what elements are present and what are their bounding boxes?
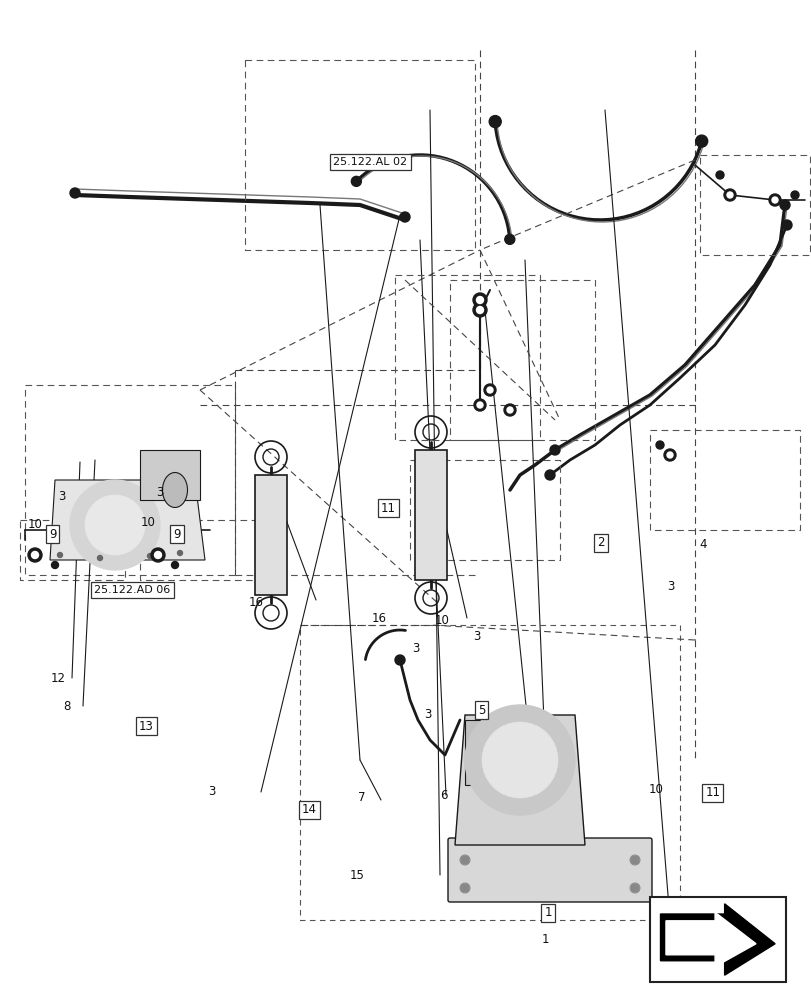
Circle shape [504,234,514,244]
Circle shape [154,552,161,558]
Text: 16: 16 [371,611,386,624]
Circle shape [151,548,165,562]
Text: 9: 9 [49,528,57,540]
Text: 5: 5 [477,704,485,716]
Text: 25.122.AL 02: 25.122.AL 02 [333,157,407,167]
Circle shape [148,554,152,558]
Circle shape [483,384,496,396]
Circle shape [768,194,780,206]
Circle shape [487,387,492,393]
Text: 10: 10 [141,516,156,528]
Circle shape [461,856,469,864]
Text: 1: 1 [543,906,551,919]
Text: 2: 2 [596,536,604,550]
Circle shape [461,884,469,892]
Circle shape [549,445,560,455]
Text: 3: 3 [666,580,674,593]
Circle shape [488,116,500,128]
Circle shape [655,441,663,449]
Text: 12: 12 [51,672,66,684]
Text: 4: 4 [698,538,706,552]
Text: 10: 10 [28,518,42,530]
Text: 13: 13 [139,720,153,732]
Circle shape [171,562,178,568]
Circle shape [482,722,557,798]
Circle shape [726,192,732,198]
Circle shape [97,556,102,560]
Circle shape [663,449,676,461]
Circle shape [790,191,798,199]
Circle shape [771,197,777,203]
Text: 3: 3 [208,785,216,798]
Circle shape [476,296,483,304]
Polygon shape [659,904,775,975]
Text: 3: 3 [472,630,480,643]
FancyBboxPatch shape [448,838,651,902]
Text: 14: 14 [302,803,316,816]
Text: 7: 7 [358,791,366,804]
Bar [139,450,200,500]
Circle shape [781,220,791,230]
Circle shape [351,176,361,186]
Circle shape [695,135,707,147]
Text: 3: 3 [58,490,66,504]
Text: 1: 1 [541,933,549,946]
Ellipse shape [162,473,187,508]
Bar [649,897,785,982]
Text: 15: 15 [350,869,364,882]
Circle shape [465,705,574,815]
Text: 6: 6 [440,789,448,802]
Bar [414,450,446,580]
Circle shape [178,550,182,556]
Circle shape [28,548,42,562]
Circle shape [85,495,145,555]
Text: 10: 10 [648,783,663,796]
Circle shape [473,303,487,317]
Text: 3: 3 [156,487,164,499]
Polygon shape [665,912,755,967]
Text: 11: 11 [705,786,719,799]
Circle shape [506,407,513,413]
Text: 16: 16 [249,595,264,608]
Circle shape [70,480,160,570]
Text: 9: 9 [173,528,181,540]
Circle shape [476,306,483,314]
Bar [465,720,544,785]
Text: 8: 8 [63,700,71,712]
Text: 10: 10 [435,613,449,626]
Circle shape [400,212,410,222]
Circle shape [394,655,405,665]
Text: 25.122.AD 06: 25.122.AD 06 [94,585,170,595]
Circle shape [723,189,735,201]
Circle shape [504,404,515,416]
Text: 3: 3 [423,708,431,722]
Bar [255,475,286,595]
Circle shape [779,200,789,210]
Circle shape [544,470,554,480]
Text: 3: 3 [411,642,419,654]
Circle shape [474,399,486,411]
Circle shape [630,884,638,892]
Circle shape [715,171,723,179]
Circle shape [51,562,58,568]
Text: 11: 11 [380,502,395,514]
Polygon shape [50,480,204,560]
Circle shape [473,293,487,307]
Circle shape [58,552,62,558]
Circle shape [476,402,483,408]
Polygon shape [454,715,584,845]
Circle shape [70,188,80,198]
Circle shape [630,856,638,864]
Circle shape [32,552,38,558]
Circle shape [666,452,672,458]
